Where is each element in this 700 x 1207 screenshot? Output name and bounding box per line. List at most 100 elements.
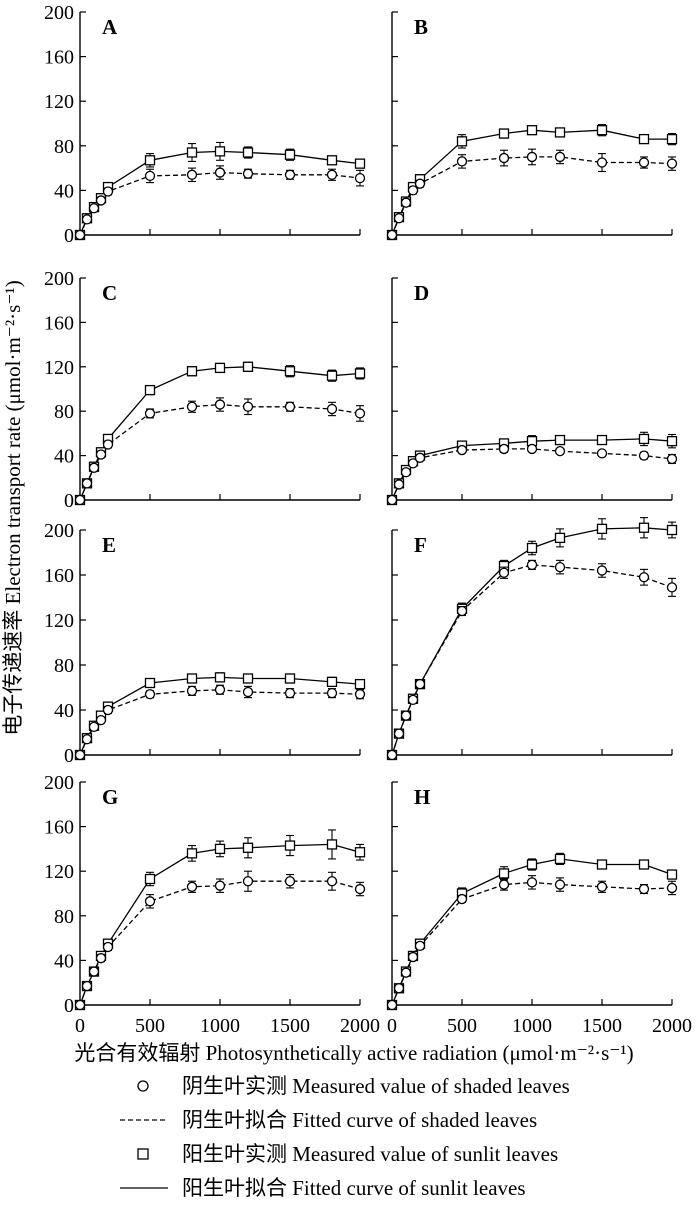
- shaded-marker: [554, 446, 566, 457]
- sunlit-marker: [638, 859, 650, 870]
- legend-item-sunlit-line: 阳生叶拟合 Fitted curve of sunlit leaves: [120, 1176, 526, 1200]
- panel-E: 0 40 80 120 160 200 E: [44, 520, 366, 767]
- shaded-marker: [386, 229, 398, 241]
- shaded-marker: [393, 728, 405, 739]
- shaded-marker: [74, 494, 86, 506]
- sunlit-marker: [666, 869, 678, 880]
- sunlit-marker: [242, 673, 254, 684]
- shaded-marker: [326, 687, 338, 699]
- shaded-marker: [186, 881, 198, 892]
- shaded-marker: [596, 157, 608, 168]
- panel-H: 0 500 1000 1500 2000 H: [386, 781, 692, 1037]
- sunlit-marker: [326, 676, 338, 688]
- y-tick-label: 200: [44, 268, 74, 290]
- shaded-marker: [186, 401, 198, 412]
- panel-C: 0 40 80 120 160 200 C: [44, 268, 366, 512]
- shaded-marker: [407, 951, 419, 963]
- sunlit-marker: [284, 149, 296, 160]
- shaded-marker: [214, 880, 226, 891]
- y-axis-title: 电子传递速率 Electron transport rate (μmol·m⁻²…: [1, 280, 25, 735]
- panel-label: F: [414, 533, 427, 557]
- sunlit-marker: [354, 847, 366, 858]
- panel-label: E: [102, 533, 116, 557]
- shaded-marker: [414, 178, 426, 189]
- shaded-marker: [326, 169, 338, 180]
- shaded-marker: [88, 966, 100, 977]
- sunlit-marker: [554, 434, 566, 446]
- shaded-marker: [596, 448, 608, 459]
- sunlit-marker: [186, 848, 198, 859]
- shaded-marker: [284, 876, 296, 887]
- sunlit-marker: [526, 542, 538, 554]
- shaded-marker: [144, 896, 156, 907]
- shaded-marker: [498, 443, 510, 455]
- shaded-marker: [88, 203, 100, 214]
- legend-circle-marker: [137, 1080, 149, 1092]
- shaded-marker: [456, 156, 468, 167]
- y-tick-label: 0: [64, 745, 74, 767]
- x-tick-label: 0: [75, 1015, 85, 1037]
- shaded-marker: [407, 694, 419, 706]
- shaded-fitted-curve: [391, 564, 673, 756]
- shaded-marker: [400, 710, 412, 721]
- sunlit-marker: [144, 155, 156, 166]
- shaded-marker: [400, 467, 412, 478]
- sunlit-marker: [526, 859, 538, 870]
- y-tick-label: 160: [44, 47, 74, 69]
- shaded-marker: [284, 401, 296, 412]
- sunlit-marker: [498, 868, 510, 879]
- sunlit-marker: [526, 125, 538, 136]
- shaded-marker: [666, 158, 678, 169]
- shaded-fitted-curve: [391, 881, 673, 1006]
- shaded-marker: [242, 686, 254, 698]
- sunlit-marker: [214, 146, 226, 157]
- x-tick-label: 0: [387, 1015, 397, 1037]
- shaded-marker: [95, 714, 107, 726]
- shaded-marker: [666, 453, 678, 465]
- shaded-marker: [144, 170, 156, 182]
- sunlit-marker: [144, 873, 156, 885]
- shaded-marker: [81, 214, 93, 225]
- shaded-marker: [526, 151, 538, 163]
- y-tick-label: 80: [54, 906, 74, 928]
- shaded-marker: [638, 883, 650, 895]
- shaded-marker: [400, 967, 412, 978]
- x-tick-label: 1500: [270, 1015, 310, 1037]
- shaded-fitted-curve: [79, 880, 361, 1006]
- legend-item-sunlit-marker: 阳生叶实测 Measured value of sunlit leaves: [137, 1142, 558, 1166]
- sunlit-marker: [554, 853, 566, 865]
- y-tick-label: 200: [44, 520, 74, 542]
- y-tick-label: 40: [54, 180, 74, 202]
- legend-label: 阴生叶实测 Measured value of shaded leaves: [182, 1074, 570, 1098]
- shaded-marker: [214, 684, 226, 695]
- sunlit-marker: [638, 522, 650, 533]
- sunlit-marker: [638, 433, 650, 445]
- panel-D: D: [386, 277, 678, 506]
- shaded-marker: [638, 450, 650, 461]
- shaded-marker: [186, 169, 198, 180]
- shaded-marker: [414, 940, 426, 952]
- sunlit-marker: [554, 127, 566, 138]
- shaded-marker: [102, 941, 114, 953]
- shaded-fitted-curve: [391, 156, 673, 236]
- panel-label: C: [102, 281, 117, 305]
- sunlit-marker: [554, 532, 566, 544]
- shaded-marker: [498, 879, 510, 890]
- legend-label: 阳生叶实测 Measured value of sunlit leaves: [182, 1142, 558, 1166]
- sunlit-marker: [186, 673, 198, 684]
- y-tick-label: 40: [54, 700, 74, 722]
- panel-A: 0 40 80 120 160 200 A: [44, 2, 366, 247]
- sunlit-marker: [284, 840, 296, 851]
- y-tick-label: 0: [64, 225, 74, 247]
- sunlit-marker: [666, 436, 678, 447]
- sunlit-marker: [242, 842, 254, 853]
- y-tick-label: 200: [44, 772, 74, 794]
- sunlit-marker: [666, 133, 678, 145]
- shaded-marker: [144, 689, 156, 700]
- shaded-marker: [354, 172, 366, 184]
- panel-label: D: [414, 281, 429, 305]
- shaded-marker: [386, 749, 398, 761]
- panel-label: G: [102, 785, 118, 809]
- sunlit-marker: [596, 859, 608, 870]
